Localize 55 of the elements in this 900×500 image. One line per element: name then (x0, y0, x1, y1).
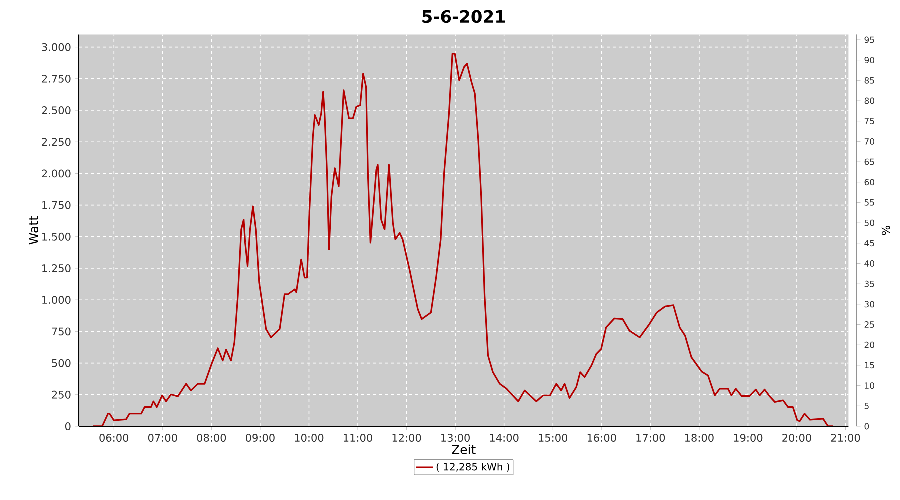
x-tick-label: 17:00 (636, 434, 666, 442)
x-tick-label: 14:00 (490, 434, 519, 442)
y-tick-label: 2.250 (42, 138, 71, 146)
y2-tick-label: 85 (864, 77, 874, 84)
y-tick-label: 1.250 (42, 264, 71, 272)
y2-tick-label: 15 (865, 362, 874, 369)
x-tick-label: 07:00 (148, 434, 178, 442)
y2-tick-label: 40 (864, 260, 874, 267)
y-tick-label: 500 (52, 359, 71, 368)
y2-tick-label: 10 (865, 382, 874, 390)
x-tick-label: 08:00 (197, 434, 226, 442)
x-tick-label: 20:00 (782, 434, 812, 442)
legend-label: ( 12,285 kWh ) (436, 462, 510, 472)
y2-tick-label: 95 (864, 36, 874, 44)
y2-tick-label: 5 (864, 402, 869, 410)
x-tick-label: 15:00 (539, 434, 568, 442)
y2-tick-label: 20 (864, 342, 874, 348)
y2-tick-label: 25 (864, 322, 874, 328)
x-tick-label: 12:00 (392, 434, 422, 442)
y-tick-label: 0 (65, 422, 71, 430)
y-tick-label: 2.750 (42, 74, 71, 83)
y-tick-label: 2.500 (42, 106, 71, 114)
x-tick-label: 21:00 (831, 434, 860, 442)
y-tick-label: 2.000 (42, 170, 71, 178)
x-tick-label: 13:00 (442, 434, 470, 442)
y2-tick-label: 35 (864, 280, 874, 288)
x-axis-title: Zeit (452, 444, 476, 454)
y2-tick-label: 50 (864, 220, 874, 226)
x-tick-label: 11:00 (344, 434, 372, 442)
x-tick-label: 18:00 (685, 434, 714, 442)
y-tick-label: 3.000 (42, 43, 71, 52)
y-tick-label: 750 (52, 328, 71, 336)
y2-tick-label: 60 (864, 179, 874, 186)
x-tick-label: 10:00 (295, 434, 324, 442)
y2-tick-label: 55 (864, 200, 874, 206)
y-axis-title: Watt (29, 216, 39, 245)
x-tick-label: 19:00 (734, 434, 763, 442)
y-tick-label: 1.750 (42, 201, 71, 210)
y2-tick-label: 45 (864, 240, 874, 247)
y2-tick-label: 80 (864, 98, 874, 104)
x-tick-label: 09:00 (246, 434, 275, 442)
y-tick-label: 1.500 (42, 232, 71, 241)
y2-axis-title: % (882, 226, 890, 236)
y2-tick-label: 30 (864, 301, 874, 308)
y2-tick-label: 0 (864, 423, 870, 430)
y2-tick-label: 70 (864, 138, 874, 145)
y2-tick-label: 65 (864, 158, 874, 166)
y-tick-label: 250 (52, 390, 71, 399)
y-tick-label: 1.000 (42, 296, 71, 304)
x-tick-label: 16:00 (588, 434, 616, 442)
y2-tick-label: 90 (864, 57, 874, 64)
y2-tick-label: 75 (864, 118, 874, 125)
chart-title: 5-6-2021 (422, 10, 506, 24)
x-tick-label: 06:00 (100, 434, 129, 442)
line-series (92, 53, 834, 426)
